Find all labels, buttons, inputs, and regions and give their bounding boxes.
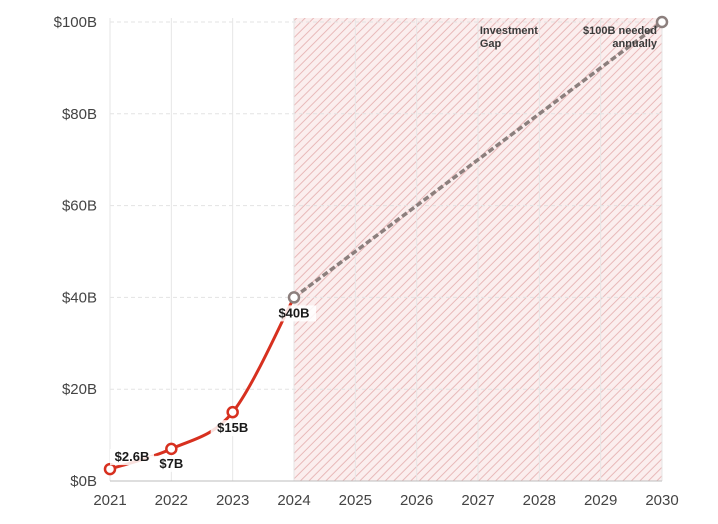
investment-gap-label: Gap [480,38,502,50]
data-label: $2.6B [115,449,150,464]
actual-investment-line [108,295,296,471]
data-point-marker [287,291,301,304]
y-tick-label: $100B [54,14,97,31]
investment-gap-label: Investment [480,25,538,37]
target-point-marker [655,15,669,29]
target-annotation-label: $100B needed [583,25,657,37]
x-tick-label: 2029 [584,492,617,509]
data-label: $15B [217,420,248,435]
data-label-backdrop [210,420,255,437]
target-annotation-label: annually [612,38,658,50]
x-tick-label: 2027 [461,492,494,509]
x-tick-label: 2021 [93,492,126,509]
x-tick-label: 2022 [155,492,188,509]
x-tick-label: 2030 [645,492,678,509]
y-tick-label: $60B [62,198,97,215]
x-tick-label: 2023 [216,492,249,509]
data-label: $40B [278,305,309,320]
data-point-marker [226,405,239,419]
data-label-backdrop [149,455,194,472]
x-tick-label: 2028 [523,492,556,509]
data-point-marker [103,462,117,476]
projection-line [292,20,664,299]
data-label-backdrop [110,449,154,466]
y-tick-label: $20B [62,381,97,398]
y-tick-label: $80B [62,106,97,123]
x-tick-label: 2026 [400,492,433,509]
data-label: $7B [159,456,183,471]
y-tick-label: $40B [62,289,97,306]
x-tick-label: 2025 [339,492,372,509]
data-point-marker [165,442,178,456]
x-tick-label: 2024 [277,492,310,509]
data-label-backdrop [272,305,316,322]
y-tick-label: $0B [70,473,97,490]
